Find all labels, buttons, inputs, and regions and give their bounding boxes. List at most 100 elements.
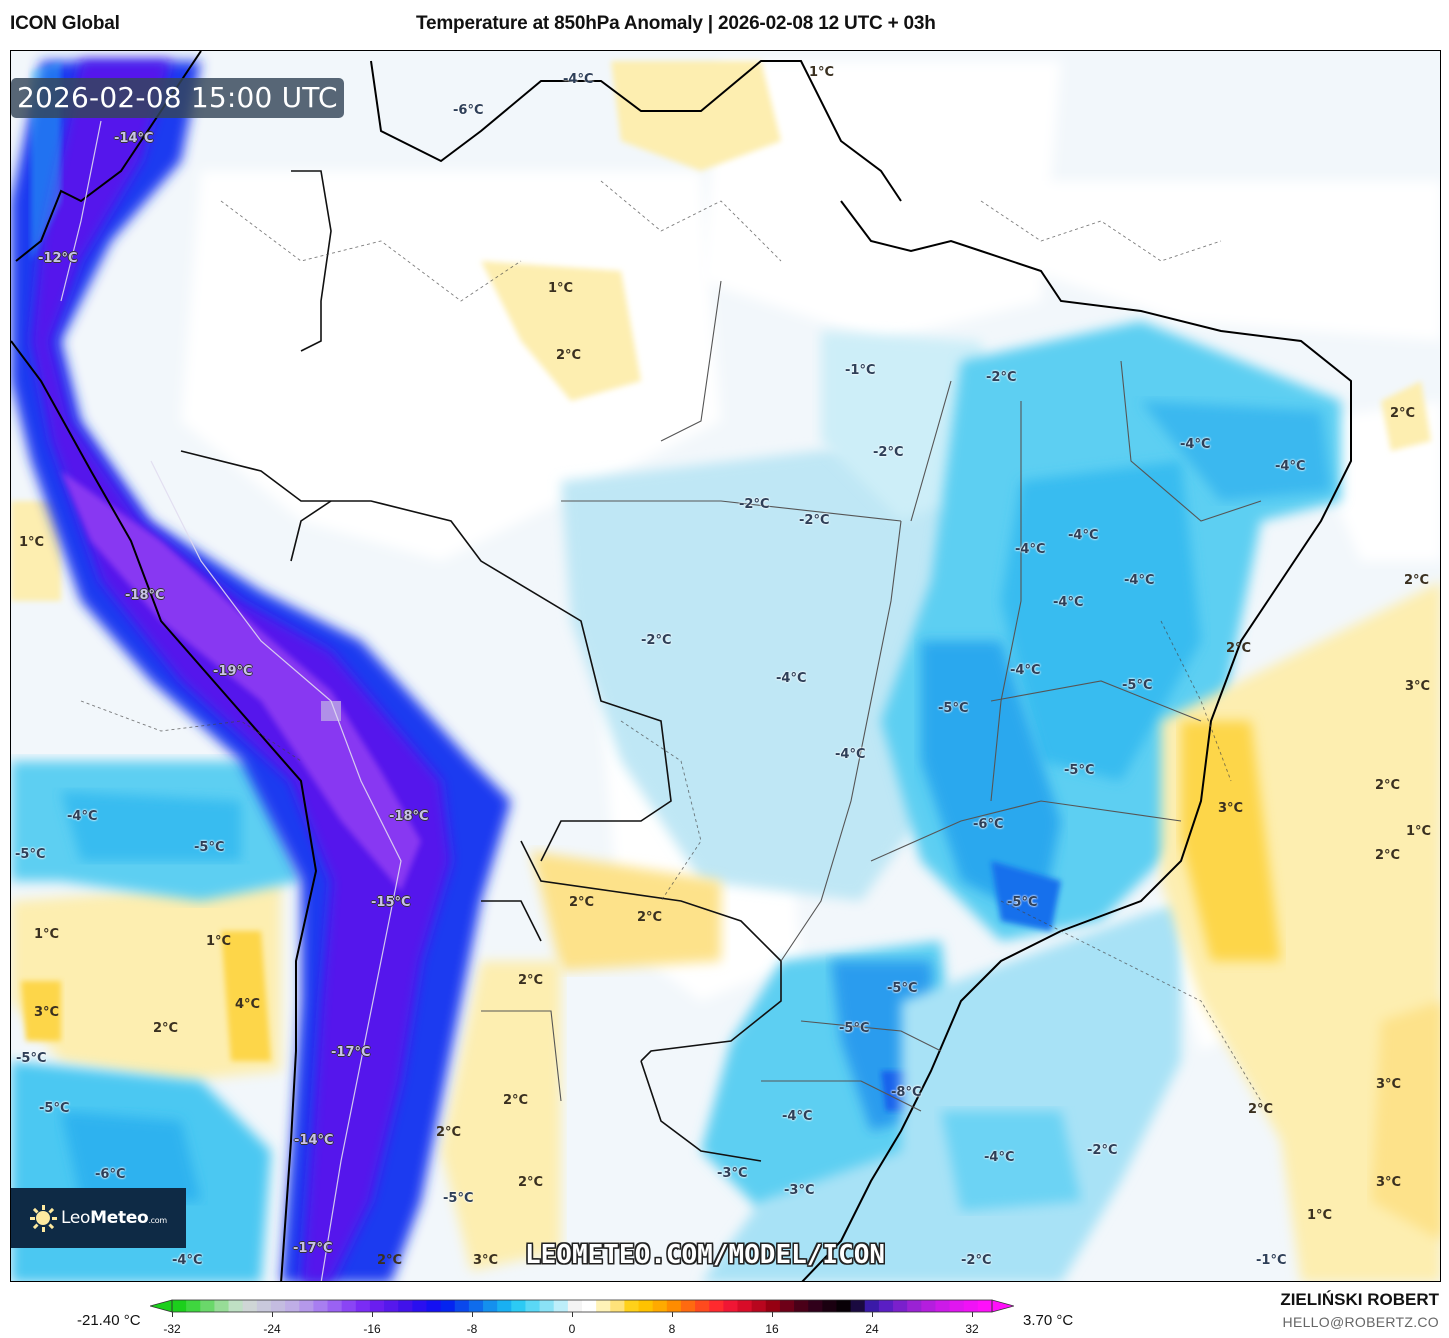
- map-canvas[interactable]: -4°C -6°C 1°C -14°C -12°C 1°C 2°C -1°C -2°C 2°C -2…: [10, 50, 1441, 1282]
- site-watermark: LEOMETEO.COM/MODEL/ICON: [525, 1240, 886, 1270]
- contour-label: -5°C: [1064, 763, 1095, 778]
- contour-label: 2°C: [503, 1093, 529, 1108]
- colorbar-tick-label: 8: [668, 1322, 676, 1336]
- map-title: Temperature at 850hPa Anomaly | 2026-02-…: [416, 13, 936, 34]
- contour-label: -2°C: [961, 1253, 992, 1268]
- contour-label: -4°C: [172, 1253, 203, 1268]
- contour-label: 1°C: [19, 535, 45, 550]
- author-email[interactable]: HELLO@ROBERTZ.CO: [1282, 1314, 1439, 1330]
- contour-label: 1°C: [34, 927, 60, 942]
- contour-label: 2°C: [1390, 406, 1416, 421]
- contour-label: 3°C: [473, 1253, 499, 1268]
- contour-label: 1°C: [548, 281, 574, 296]
- logo-text: LeoMeteo.com: [61, 1208, 167, 1228]
- colorbar-tick-label: 16: [765, 1322, 779, 1336]
- contour-label: 2°C: [556, 348, 582, 363]
- contour-label: -17°C: [293, 1241, 333, 1256]
- contour-label: -1°C: [1256, 1253, 1287, 1268]
- contour-label: -6°C: [95, 1167, 126, 1182]
- contour-label: -2°C: [799, 513, 830, 528]
- contour-label: -4°C: [782, 1109, 813, 1124]
- contour-label: -5°C: [16, 1051, 47, 1066]
- contour-label: -4°C: [1068, 528, 1099, 543]
- contour-label: -2°C: [873, 445, 904, 460]
- contour-label: -5°C: [887, 981, 918, 996]
- contour-label: 2°C: [1226, 641, 1252, 656]
- colorbar-tick-label: 24: [865, 1322, 879, 1336]
- contour-label: -18°C: [389, 809, 429, 824]
- contour-label: -5°C: [194, 840, 225, 855]
- colorbar-tick-mark: [472, 1312, 473, 1317]
- contour-label: -2°C: [1087, 1143, 1118, 1158]
- contour-label: -15°C: [371, 895, 411, 910]
- contour-label: -2°C: [641, 633, 672, 648]
- contour-label: -6°C: [453, 103, 484, 118]
- colorbar-tick-label: -8: [466, 1322, 478, 1336]
- contour-label: -5°C: [443, 1191, 474, 1206]
- field-max-label: 3.70 °C: [1023, 1312, 1074, 1329]
- contour-label: 1°C: [1307, 1208, 1333, 1223]
- contour-label: -4°C: [1053, 595, 1084, 610]
- contour-label: -4°C: [1010, 663, 1041, 678]
- contour-label: 2°C: [637, 910, 663, 925]
- contour-label: 3°C: [1218, 801, 1244, 816]
- colorbar-tick-label: -24: [263, 1322, 281, 1336]
- contour-label: 3°C: [34, 1005, 60, 1020]
- contour-label: -5°C: [1122, 678, 1153, 693]
- contour-label: -4°C: [984, 1150, 1015, 1165]
- sun-icon: [29, 1204, 57, 1232]
- colorbar-tick-mark: [972, 1312, 973, 1317]
- contour-label: -2°C: [739, 497, 770, 512]
- contour-label: -19°C: [213, 664, 253, 679]
- colorbar-tick-label: 32: [965, 1322, 979, 1336]
- colorbar-tick-mark: [872, 1312, 873, 1317]
- colorbar: [148, 1298, 1016, 1313]
- contour-label: -5°C: [15, 847, 46, 862]
- colorbar-tick-label: -16: [363, 1322, 381, 1336]
- coastline: [11, 51, 1352, 1281]
- colorbar-tick-mark: [272, 1312, 273, 1317]
- field-min-label: -21.40 °C: [77, 1312, 141, 1329]
- contour-label: 2°C: [377, 1253, 403, 1268]
- contour-label: -1°C: [845, 363, 876, 378]
- contour-label: -18°C: [125, 588, 165, 603]
- colorbar-tick-mark: [372, 1312, 373, 1317]
- contour-label: 2°C: [1404, 573, 1430, 588]
- author-name: ZIELIŃSKI ROBERT: [1280, 1290, 1439, 1309]
- temperature-anomaly-field: [11, 51, 1440, 1281]
- contour-label: 1°C: [809, 65, 835, 80]
- contour-label: -8°C: [891, 1085, 922, 1100]
- contour-label: -4°C: [1275, 459, 1306, 474]
- leometeo-logo[interactable]: LeoMeteo.com: [11, 1188, 186, 1248]
- colorbar-tick-mark: [572, 1312, 573, 1317]
- valid-time-badge: 2026-02-08 15:00 UTC: [11, 78, 344, 118]
- colorbar-tick-mark: [672, 1312, 673, 1317]
- contour-label: -3°C: [717, 1166, 748, 1181]
- contour-label: -4°C: [1124, 573, 1155, 588]
- contour-label: -12°C: [38, 251, 78, 266]
- contour-label: 2°C: [153, 1021, 179, 1036]
- contour-label: -4°C: [835, 747, 866, 762]
- contour-label: -5°C: [938, 701, 969, 716]
- contour-label: -6°C: [973, 817, 1004, 832]
- contour-label: 3°C: [1376, 1077, 1402, 1092]
- colorbar-tick-label: 0: [568, 1322, 576, 1336]
- contour-label: 1°C: [1406, 824, 1432, 839]
- colorbar-tick-mark: [172, 1312, 173, 1317]
- contour-label: -5°C: [39, 1101, 70, 1116]
- contour-label: 2°C: [518, 1175, 544, 1190]
- contour-label: -5°C: [1007, 895, 1038, 910]
- contour-label: 3°C: [1405, 679, 1431, 694]
- contour-label: -2°C: [986, 370, 1017, 385]
- contour-label: -3°C: [784, 1183, 815, 1198]
- contour-label: 1°C: [206, 934, 232, 949]
- colorbar-tick-mark: [772, 1312, 773, 1317]
- contour-label: 2°C: [1248, 1102, 1274, 1117]
- contour-label: 2°C: [436, 1125, 462, 1140]
- colorbar-tick-label: -32: [163, 1322, 181, 1336]
- contour-label: -4°C: [1015, 542, 1046, 557]
- contour-label: -14°C: [294, 1133, 334, 1148]
- contour-label: 4°C: [235, 997, 261, 1012]
- contour-label: -4°C: [776, 671, 807, 686]
- contour-label: -5°C: [839, 1021, 870, 1036]
